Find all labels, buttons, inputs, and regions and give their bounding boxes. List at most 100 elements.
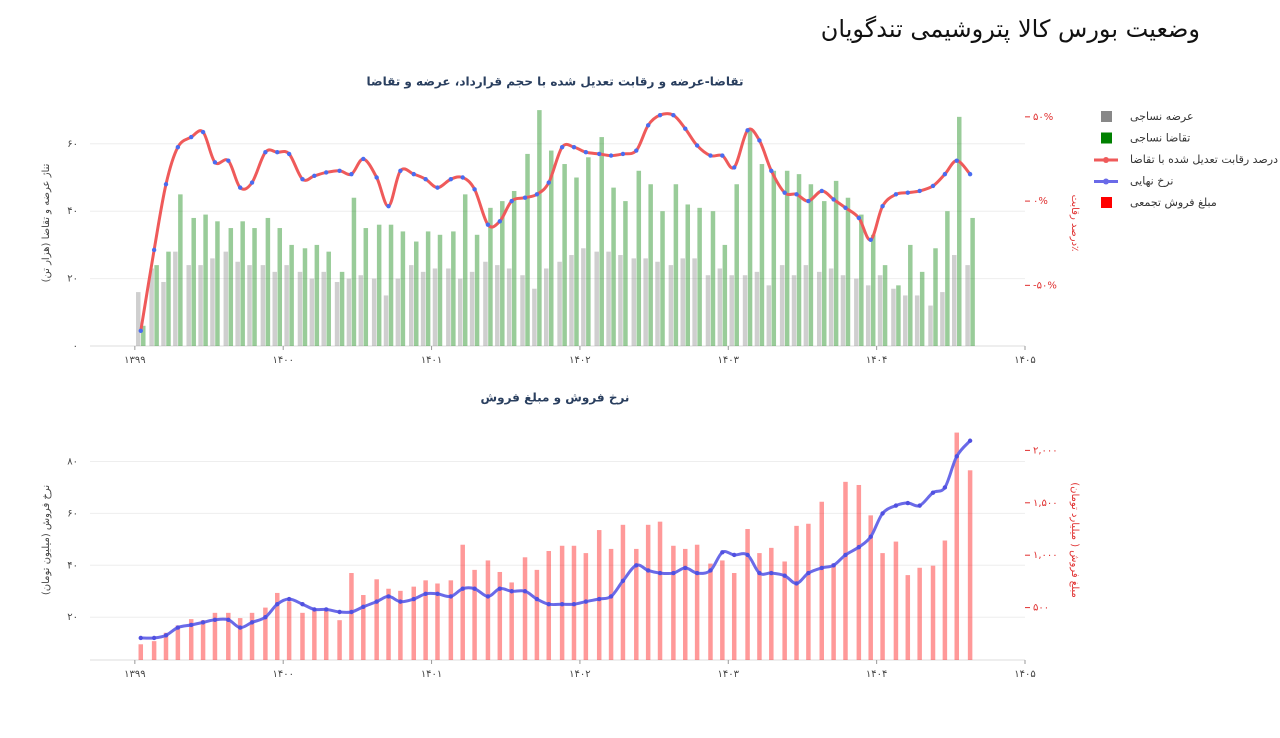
bar: [414, 241, 419, 346]
bar: [376, 224, 382, 346]
bar: [722, 244, 728, 346]
line-marker: [819, 565, 824, 571]
line-marker: [893, 192, 899, 197]
line-marker: [312, 607, 317, 612]
line-marker: [868, 534, 873, 539]
line-marker: [509, 589, 514, 594]
line-marker: [237, 185, 243, 190]
bar: [289, 244, 294, 346]
y-tick-label: ۰: [73, 341, 78, 352]
x-tick-label: ۱۴۰۱: [421, 669, 442, 680]
bar: [720, 560, 725, 660]
line-marker: [954, 158, 959, 163]
bar: [791, 275, 797, 346]
bar: [409, 265, 414, 346]
bar: [803, 265, 809, 346]
line-marker: [880, 203, 885, 209]
bar: [361, 595, 366, 660]
bar: [252, 228, 257, 346]
line-marker: [967, 438, 973, 443]
bar: [321, 271, 326, 346]
line-marker: [546, 602, 551, 607]
bar: [945, 211, 950, 346]
bar: [731, 573, 737, 660]
line-marker: [509, 198, 514, 204]
bar: [210, 258, 215, 346]
line-marker: [423, 176, 428, 182]
line-marker: [620, 578, 626, 584]
x-tick-label: ۱۴۰۵: [1014, 669, 1035, 680]
line-marker: [671, 112, 676, 118]
bar: [683, 548, 688, 660]
bar: [383, 295, 389, 346]
page-title: وضعیت بورس کالا پتروشیمی تندگویان: [821, 15, 1200, 43]
line-marker: [880, 511, 885, 516]
bar: [919, 271, 925, 346]
line-marker: [411, 171, 416, 177]
line-marker: [608, 594, 614, 599]
line-marker: [249, 620, 255, 625]
bar: [151, 641, 157, 660]
line-marker: [497, 219, 503, 224]
bar: [446, 268, 451, 346]
line-marker: [671, 570, 676, 576]
line-marker: [634, 563, 639, 568]
bar: [240, 221, 245, 346]
bar: [967, 470, 973, 660]
bar: [660, 211, 665, 346]
legend-label: مبلغ فروش تجمعی: [1130, 196, 1217, 209]
bar: [263, 607, 268, 660]
line-marker: [559, 602, 565, 607]
line-marker: [905, 500, 910, 506]
bar: [606, 251, 611, 346]
bar: [534, 569, 540, 660]
bar: [745, 528, 750, 660]
line-marker: [720, 153, 725, 158]
x-tick-label: ۱۴۰۲: [569, 669, 590, 680]
line-marker: [212, 160, 218, 165]
y-tick-label: ۲۰: [67, 274, 78, 285]
x-tick-label: ۱۴۰۳: [718, 355, 740, 366]
line-marker: [597, 596, 602, 602]
bar: [326, 251, 331, 346]
y2-tick-label: ۵۰۰: [1033, 603, 1049, 614]
bar: [212, 612, 218, 660]
bar: [284, 265, 289, 346]
line-marker: [683, 565, 688, 571]
line-marker: [571, 144, 577, 150]
line-marker: [806, 198, 811, 204]
bar: [599, 137, 604, 346]
line-marker: [472, 586, 477, 591]
line-marker: [868, 237, 873, 243]
line-marker: [559, 144, 565, 150]
line-marker: [398, 599, 403, 604]
legend-label: عرضه نساجی: [1130, 110, 1194, 123]
line-marker: [423, 591, 428, 597]
line-marker: [200, 620, 206, 625]
line-marker: [732, 165, 737, 170]
line-marker: [657, 570, 663, 576]
bar: [226, 612, 231, 660]
bar: [562, 164, 567, 346]
bar: [386, 588, 391, 660]
line-marker: [597, 151, 602, 157]
bar: [729, 275, 734, 346]
bar: [249, 612, 255, 660]
bar: [779, 265, 785, 346]
line-marker: [905, 190, 910, 195]
bar: [821, 201, 827, 346]
bar: [200, 620, 206, 660]
bar: [178, 194, 183, 346]
line-marker: [634, 148, 639, 153]
bar: [620, 524, 626, 660]
legend-label: نرخ نهایی: [1130, 175, 1173, 188]
bar: [544, 268, 549, 346]
bar: [771, 170, 777, 346]
bar: [697, 207, 702, 346]
bar: [435, 583, 440, 660]
line-marker: [782, 573, 787, 578]
bar: [757, 553, 762, 660]
bar: [138, 644, 144, 660]
line-marker: [226, 617, 231, 622]
bar: [856, 484, 862, 660]
